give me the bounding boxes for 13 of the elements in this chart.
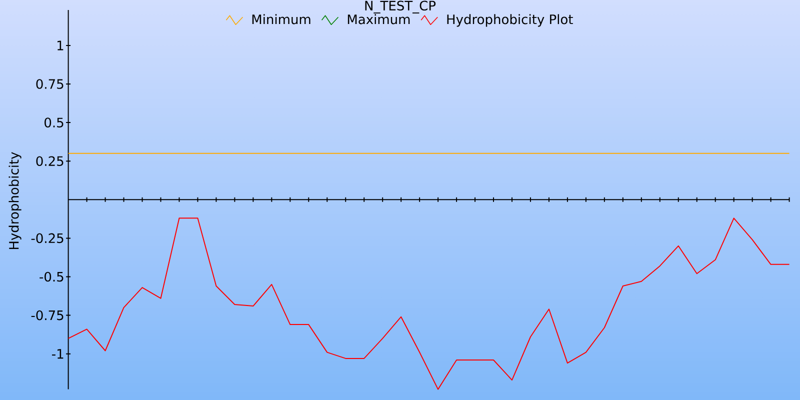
y-tick-label: 0.5 (44, 118, 64, 128)
legend-label: Hydrophobicity Plot (447, 14, 573, 27)
y-tick-label: 0.25 (36, 156, 64, 166)
y-tick-label: -0.5 (40, 272, 64, 282)
y-tick-label: 1 (58, 40, 64, 50)
y-tick-label: -0.75 (31, 310, 64, 320)
legend-label: Minimum (252, 14, 310, 24)
chart-title: N_TEST_CP (365, 0, 436, 14)
y-tick-label: -1 (52, 349, 64, 359)
y-tick-label: 0.75 (36, 79, 64, 89)
y-axis-title: Hydrophobicity (8, 152, 22, 250)
y-tick-label: -0.25 (31, 233, 64, 244)
legend-label: Maximum (348, 14, 410, 24)
